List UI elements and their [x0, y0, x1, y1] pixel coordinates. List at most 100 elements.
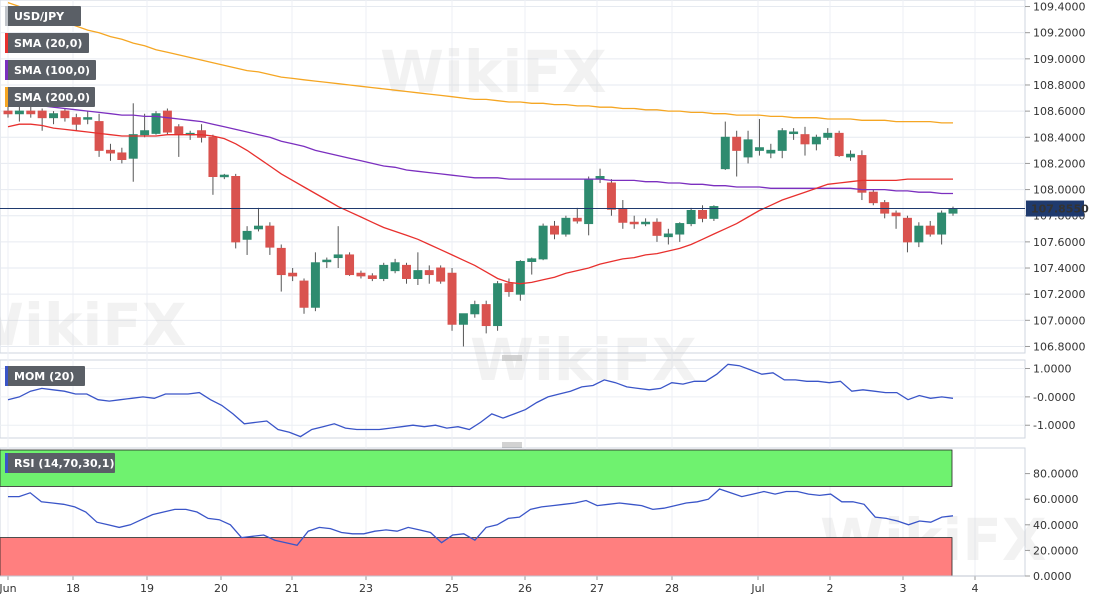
candle-down: [902, 217, 912, 243]
price-tick-label: 109.0000: [1033, 53, 1086, 66]
price-tick-label: 107.0000: [1033, 314, 1086, 327]
candle-up: [948, 208, 958, 214]
candle-down: [857, 155, 867, 193]
x-tick-label: 20: [214, 582, 228, 595]
symbol-tag[interactable]: USD/JPY: [5, 6, 81, 26]
candle-up: [379, 264, 389, 279]
candle-up: [766, 149, 776, 154]
candle-down: [880, 202, 890, 214]
candle-down: [652, 221, 662, 236]
candle-up: [49, 113, 59, 119]
candle-down: [94, 121, 104, 151]
mom-tick-label: 1.0000: [1033, 363, 1072, 376]
sma-200-line: [7, 1, 953, 124]
x-tick-label: 25: [445, 582, 459, 595]
mom-tag[interactable]: MOM (20): [5, 366, 85, 386]
candle-down: [606, 182, 616, 210]
symbol-tag-bg[interactable]: [5, 6, 81, 26]
price-tick-label: 107.2000: [1033, 288, 1086, 301]
sma200-tag-label: SMA (200,0): [14, 91, 90, 104]
rsi-tag-bg[interactable]: [5, 453, 115, 473]
rsi-tag-accent: [5, 453, 8, 473]
mom-tag-accent: [5, 366, 8, 386]
x-tick-label: Jun: [0, 582, 17, 595]
candle-up: [14, 110, 24, 115]
candle-up: [720, 136, 730, 170]
x-tick-label: Jul: [750, 582, 764, 595]
sma20-tag[interactable]: SMA (20,0): [5, 33, 89, 53]
candle-down: [367, 275, 377, 279]
candle-down: [345, 254, 355, 276]
rsi-line: [8, 488, 954, 547]
candle-up: [333, 254, 343, 259]
candle-up: [777, 130, 787, 151]
candle-up: [663, 233, 673, 238]
sma100-tag-bg[interactable]: [5, 60, 96, 80]
rsi-tick-label: 60.0000: [1033, 493, 1079, 506]
candle-down: [276, 247, 286, 276]
candle-up: [675, 223, 685, 235]
candles-layer: [3, 103, 958, 347]
axis-layer: 109.4000 109.2000 109.0000 108.8000 108.6000…: [0, 1, 1089, 595]
x-tick-label: 18: [66, 582, 80, 595]
x-tick-label: 23: [359, 582, 373, 595]
candle-up: [310, 262, 320, 308]
sma100-tag-label: SMA (100,0): [14, 64, 90, 77]
candle-down: [265, 225, 275, 248]
candle-down: [356, 272, 366, 277]
sma200-tag[interactable]: SMA (200,0): [5, 87, 95, 107]
candle-up: [754, 147, 764, 151]
indicator-tags-layer[interactable]: USD/JPY SMA (20,0) SMA (100,0) SMA (200,0) M…: [5, 6, 115, 473]
candle-up: [253, 225, 263, 230]
sma100-tag-accent: [5, 60, 8, 80]
candle-up: [140, 130, 150, 136]
rsi-tick-label: 80.0000: [1033, 468, 1079, 481]
candle-up: [937, 212, 947, 235]
candle-down: [37, 110, 47, 119]
rsi-tick-label: 20.0000: [1033, 544, 1079, 557]
rsi-tag[interactable]: RSI (14,70,30,1): [5, 453, 115, 473]
candle-up: [561, 217, 571, 235]
candle-down: [197, 130, 207, 138]
sma20-tag-accent: [5, 33, 8, 53]
price-tick-label: 107.6000: [1033, 236, 1086, 249]
candle-down: [26, 110, 36, 115]
rsi-tick-label: 0.0000: [1033, 570, 1072, 583]
candle-down: [436, 267, 446, 282]
price-tick-label: 107.4000: [1033, 262, 1086, 275]
sma-100-line: [7, 102, 953, 195]
candle-up: [846, 153, 856, 158]
x-tick-label: 3: [900, 582, 907, 595]
candle-down: [550, 225, 559, 235]
candle-down: [868, 191, 878, 204]
candle-up: [413, 270, 423, 279]
x-tick-label: 28: [665, 582, 679, 595]
watermark-text: WikiFX: [380, 38, 607, 106]
mom-tick-label: -0.0000: [1033, 391, 1075, 404]
sma20-tag-bg[interactable]: [5, 33, 89, 53]
candle-down: [3, 110, 13, 115]
candle-down: [117, 152, 127, 161]
candle-down: [732, 136, 742, 151]
candle-down: [698, 209, 708, 219]
candle-down: [618, 208, 628, 223]
rsi-oversold-zone: [0, 537, 953, 577]
candle-up: [641, 221, 651, 225]
mom-tick-label: -1.0000: [1033, 419, 1075, 432]
momentum-line: [7, 363, 954, 438]
candle-up: [493, 283, 503, 327]
rsi-tag-label: RSI (14,70,30,1): [14, 457, 114, 470]
price-tick-label: 106.8000: [1033, 340, 1086, 353]
mom-tag-bg[interactable]: [5, 366, 85, 386]
price-tick-label: 108.0000: [1033, 184, 1086, 197]
sma200-tag-bg[interactable]: [5, 87, 95, 107]
candle-down: [162, 110, 172, 133]
rsi-overbought-zone: [0, 449, 953, 487]
candle-up: [823, 132, 833, 138]
candle-up: [242, 230, 252, 240]
candle-up: [219, 174, 229, 178]
sma100-tag[interactable]: SMA (100,0): [5, 60, 96, 80]
candle-down: [925, 225, 935, 235]
